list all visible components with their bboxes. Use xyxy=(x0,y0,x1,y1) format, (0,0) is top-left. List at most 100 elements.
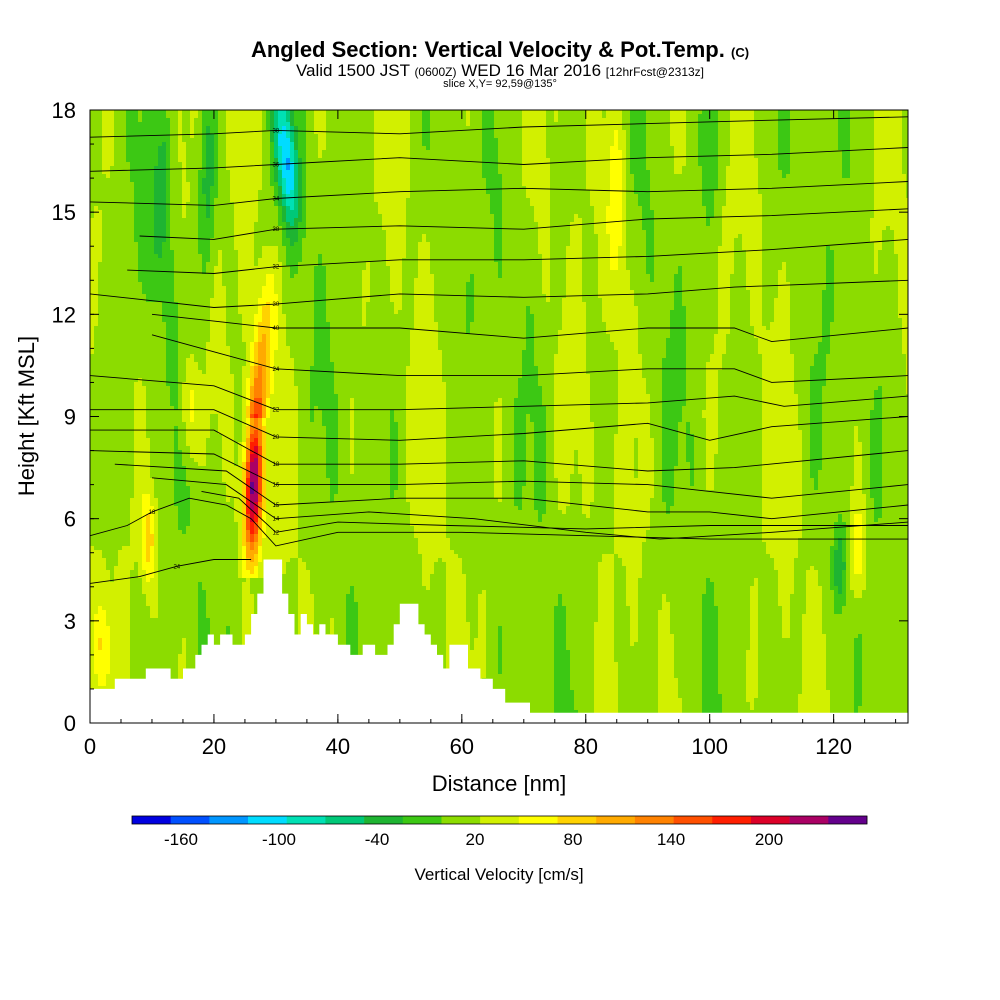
velocity-cell xyxy=(206,622,211,627)
velocity-cell xyxy=(126,350,131,355)
velocity-cell xyxy=(214,370,219,375)
velocity-cell xyxy=(130,538,135,543)
velocity-cell xyxy=(154,522,159,527)
velocity-cell xyxy=(166,342,171,347)
velocity-cell xyxy=(138,186,143,191)
velocity-cell xyxy=(190,474,195,479)
velocity-cell xyxy=(174,294,179,299)
velocity-cell xyxy=(118,370,123,375)
velocity-cell xyxy=(190,354,195,359)
velocity-cell xyxy=(162,374,167,379)
velocity-cell xyxy=(126,658,131,663)
velocity-cell xyxy=(190,130,195,135)
velocity-cell xyxy=(190,246,195,251)
velocity-cell xyxy=(122,326,127,331)
velocity-cell xyxy=(162,602,167,607)
velocity-cell xyxy=(150,342,155,347)
velocity-cell xyxy=(158,422,163,427)
velocity-cell xyxy=(90,138,95,143)
velocity-cell xyxy=(114,126,119,131)
velocity-cell xyxy=(178,182,183,187)
velocity-cell xyxy=(98,302,103,307)
velocity-cell xyxy=(182,570,187,575)
velocity-cell xyxy=(122,550,127,555)
velocity-cell xyxy=(98,490,103,495)
velocity-cell xyxy=(122,190,127,195)
velocity-cell xyxy=(126,422,131,427)
velocity-cell xyxy=(122,554,127,559)
velocity-cell xyxy=(102,654,107,659)
velocity-cell xyxy=(174,602,179,607)
velocity-cell xyxy=(158,486,163,491)
velocity-cell xyxy=(102,202,107,207)
velocity-cell xyxy=(138,162,143,167)
velocity-cell xyxy=(194,554,199,559)
velocity-cell xyxy=(146,570,151,575)
velocity-cell xyxy=(170,134,175,139)
velocity-cell xyxy=(158,634,163,639)
velocity-cell xyxy=(110,470,115,475)
velocity-cell xyxy=(182,582,187,587)
velocity-cell xyxy=(90,150,95,155)
velocity-cell xyxy=(194,546,199,551)
velocity-cell xyxy=(194,306,199,311)
velocity-cell xyxy=(122,610,127,615)
velocity-cell xyxy=(174,590,179,595)
velocity-cell xyxy=(138,326,143,331)
velocity-cell xyxy=(94,554,99,559)
velocity-cell xyxy=(170,198,175,203)
velocity-cell xyxy=(118,430,123,435)
velocity-cell xyxy=(98,214,103,219)
velocity-cell xyxy=(210,146,215,151)
velocity-cell xyxy=(102,110,107,115)
velocity-cell xyxy=(154,414,159,419)
velocity-cell xyxy=(138,354,143,359)
velocity-cell xyxy=(98,686,103,691)
velocity-cell xyxy=(102,650,107,655)
velocity-cell xyxy=(170,358,175,363)
velocity-cell xyxy=(102,354,107,359)
velocity-cell xyxy=(194,162,199,167)
velocity-cell xyxy=(114,494,119,499)
velocity-cell xyxy=(122,450,127,455)
velocity-cell xyxy=(158,218,163,223)
velocity-cell xyxy=(142,462,147,467)
velocity-cell xyxy=(94,406,99,411)
velocity-cell xyxy=(110,406,115,411)
velocity-cell xyxy=(90,554,95,559)
velocity-cell xyxy=(162,474,167,479)
velocity-cell xyxy=(142,198,147,203)
velocity-cell xyxy=(174,126,179,131)
velocity-cell xyxy=(134,566,139,571)
velocity-cell xyxy=(138,446,143,451)
velocity-cell xyxy=(218,294,223,299)
velocity-cell xyxy=(142,262,147,267)
velocity-cell xyxy=(110,118,115,123)
velocity-cell xyxy=(174,130,179,135)
velocity-cell xyxy=(118,334,123,339)
velocity-cell xyxy=(110,614,115,619)
velocity-cell xyxy=(94,562,99,567)
velocity-cell xyxy=(106,126,111,131)
velocity-cell xyxy=(98,538,103,543)
velocity-cell xyxy=(134,530,139,535)
velocity-cell xyxy=(138,178,143,183)
velocity-cell xyxy=(110,214,115,219)
velocity-cell xyxy=(142,138,147,143)
velocity-cell xyxy=(98,366,103,371)
velocity-cell xyxy=(194,438,199,443)
velocity-cell xyxy=(170,318,175,323)
velocity-cell xyxy=(114,402,119,407)
velocity-cell xyxy=(94,450,99,455)
velocity-cell xyxy=(106,186,111,191)
velocity-cell xyxy=(150,658,155,663)
velocity-cell xyxy=(138,546,143,551)
velocity-cell xyxy=(190,422,195,427)
velocity-cell xyxy=(214,162,219,167)
velocity-cell xyxy=(106,374,111,379)
velocity-cell xyxy=(174,226,179,231)
velocity-cell xyxy=(202,110,207,115)
velocity-cell xyxy=(162,638,167,643)
velocity-cell xyxy=(114,410,119,415)
velocity-cell xyxy=(102,370,107,375)
